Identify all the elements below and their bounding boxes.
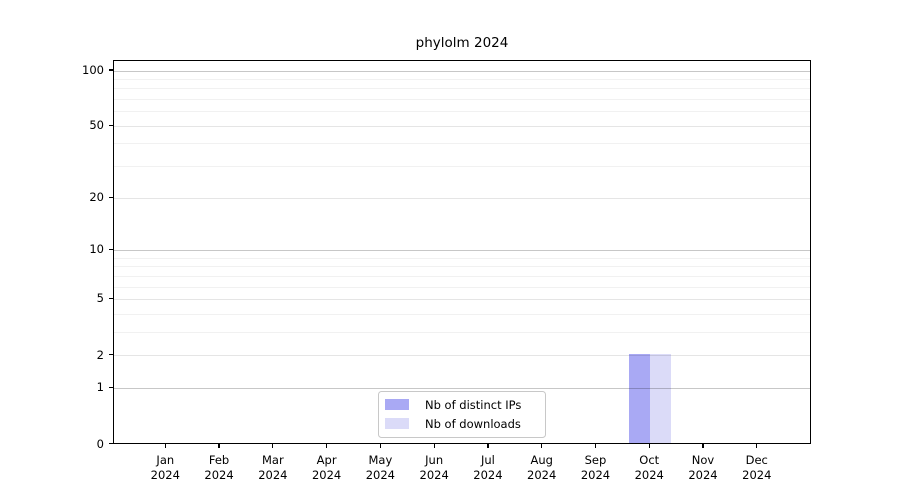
x-tick-mark-mar: [272, 443, 274, 448]
x-tick-year: 2024: [365, 468, 396, 482]
x-tick-year: 2024: [473, 468, 503, 482]
gridline-y-50: [114, 125, 810, 127]
gridline-minor-y-3: [114, 331, 810, 333]
x-tick-month: Aug: [530, 453, 553, 467]
x-tick-mark-may: [379, 443, 381, 448]
gridline-minor-y-30: [114, 166, 810, 168]
y-tick-mark-2: [108, 353, 113, 356]
x-tick-year: 2024: [742, 468, 772, 482]
x-tick-mark-feb: [218, 443, 220, 448]
x-tick-mark-jul: [487, 443, 489, 448]
x-tick-month: Nov: [691, 453, 715, 467]
legend-swatch-distinct-ips-icon: [385, 399, 409, 410]
x-tick-label-apr: Apr 2024: [295, 453, 359, 483]
x-tick-year: 2024: [688, 468, 718, 482]
x-tick-year: 2024: [527, 468, 557, 482]
x-tick-label-nov: Nov 2024: [671, 453, 735, 483]
x-tick-label-mar: Mar 2024: [241, 453, 305, 483]
y-tick-label-100: 100: [82, 63, 104, 77]
y-tick-mark-20: [108, 196, 113, 198]
legend: Nb of distinct IPs Nb of downloads: [378, 390, 546, 438]
plot-area: [113, 59, 811, 444]
x-tick-year: 2024: [580, 468, 611, 482]
x-tick-month: Dec: [745, 453, 768, 467]
x-tick-label-dec: Dec 2024: [725, 453, 789, 483]
bar-nb-of-distinct-ips-oct: [629, 353, 651, 443]
x-tick-year: 2024: [204, 468, 234, 482]
x-tick-month: Jul: [480, 453, 495, 467]
x-tick-year: 2024: [634, 468, 664, 482]
x-tick-mark-dec: [756, 443, 758, 448]
y-tick-label-2: 2: [96, 347, 104, 362]
x-tick-month: Mar: [261, 453, 284, 467]
y-tick-label-0: 0: [96, 436, 104, 451]
x-tick-label-oct: Oct 2024: [617, 453, 681, 483]
gridline-minor-y-80: [114, 88, 810, 90]
gridline-minor-y-60: [114, 111, 810, 113]
chart-title: phylolm 2024: [415, 35, 509, 51]
y-tick-mark-50: [108, 124, 113, 126]
x-tick-label-feb: Feb 2024: [187, 453, 251, 483]
x-tick-label-jun: Jun 2024: [402, 453, 466, 483]
x-tick-mark-apr: [326, 443, 328, 448]
y-tick-label-10: 10: [89, 242, 104, 257]
x-tick-month: May: [368, 453, 393, 467]
bar-nb-of-downloads-oct: [650, 353, 672, 443]
y-tick-label-5: 5: [96, 291, 104, 306]
x-tick-month: Jan: [156, 453, 175, 467]
y-tick-mark-100: [108, 69, 113, 71]
legend-item-distinct-ips: Nb of distinct IPs: [385, 398, 545, 412]
x-tick-year: 2024: [150, 468, 180, 482]
gridline-y-5: [114, 298, 810, 300]
x-tick-year: 2024: [419, 468, 449, 482]
y-tick-label-50: 50: [89, 118, 104, 133]
gridline-y-100: [114, 70, 810, 72]
x-tick-label-jul: Jul 2024: [456, 453, 520, 483]
x-tick-month: Apr: [316, 453, 337, 467]
gridline-y-10: [114, 249, 810, 251]
x-tick-mark-sep: [594, 443, 597, 448]
x-tick-mark-oct: [648, 443, 650, 448]
x-tick-label-aug: Aug 2024: [510, 453, 574, 483]
gridline-minor-y-70: [114, 99, 810, 101]
x-tick-mark-nov: [702, 443, 704, 448]
y-tick-label-20: 20: [89, 190, 104, 205]
y-tick-label-1: 1: [96, 380, 104, 395]
x-tick-label-may: May 2024: [348, 453, 412, 483]
gridline-minor-y-4: [114, 313, 810, 315]
x-tick-year: 2024: [258, 468, 288, 482]
x-tick-month: Feb: [208, 453, 230, 467]
x-tick-mark-aug: [541, 443, 543, 448]
x-tick-mark-jun: [433, 443, 435, 448]
legend-item-downloads: Nb of downloads: [385, 417, 545, 431]
x-tick-label-jan: Jan 2024: [133, 453, 197, 483]
legend-swatch-downloads-icon: [385, 418, 409, 429]
gridline-minor-y-9: [114, 257, 810, 259]
x-tick-month: Oct: [639, 453, 660, 467]
y-tick-mark-1: [108, 386, 113, 388]
x-tick-month: Sep: [584, 453, 607, 467]
legend-label-downloads: Nb of downloads: [425, 416, 521, 431]
gridline-minor-y-90: [114, 78, 810, 80]
gridline-minor-y-40: [114, 143, 810, 145]
y-tick-mark-0: [108, 442, 113, 445]
gridline-y-2: [114, 355, 810, 357]
gridline-minor-y-6: [114, 286, 810, 288]
gridline-y-20: [114, 197, 810, 199]
gridline-y-1: [114, 387, 810, 389]
gridline-minor-y-8: [114, 266, 810, 268]
x-tick-year: 2024: [311, 468, 342, 482]
x-tick-month: Jun: [425, 453, 444, 467]
legend-label-distinct-ips: Nb of distinct IPs: [425, 397, 522, 412]
y-tick-mark-10: [108, 248, 113, 251]
y-tick-mark-5: [108, 297, 113, 300]
x-tick-mark-jan: [164, 443, 166, 448]
gridline-minor-y-7: [114, 275, 810, 277]
x-tick-label-sep: Sep 2024: [563, 453, 627, 483]
